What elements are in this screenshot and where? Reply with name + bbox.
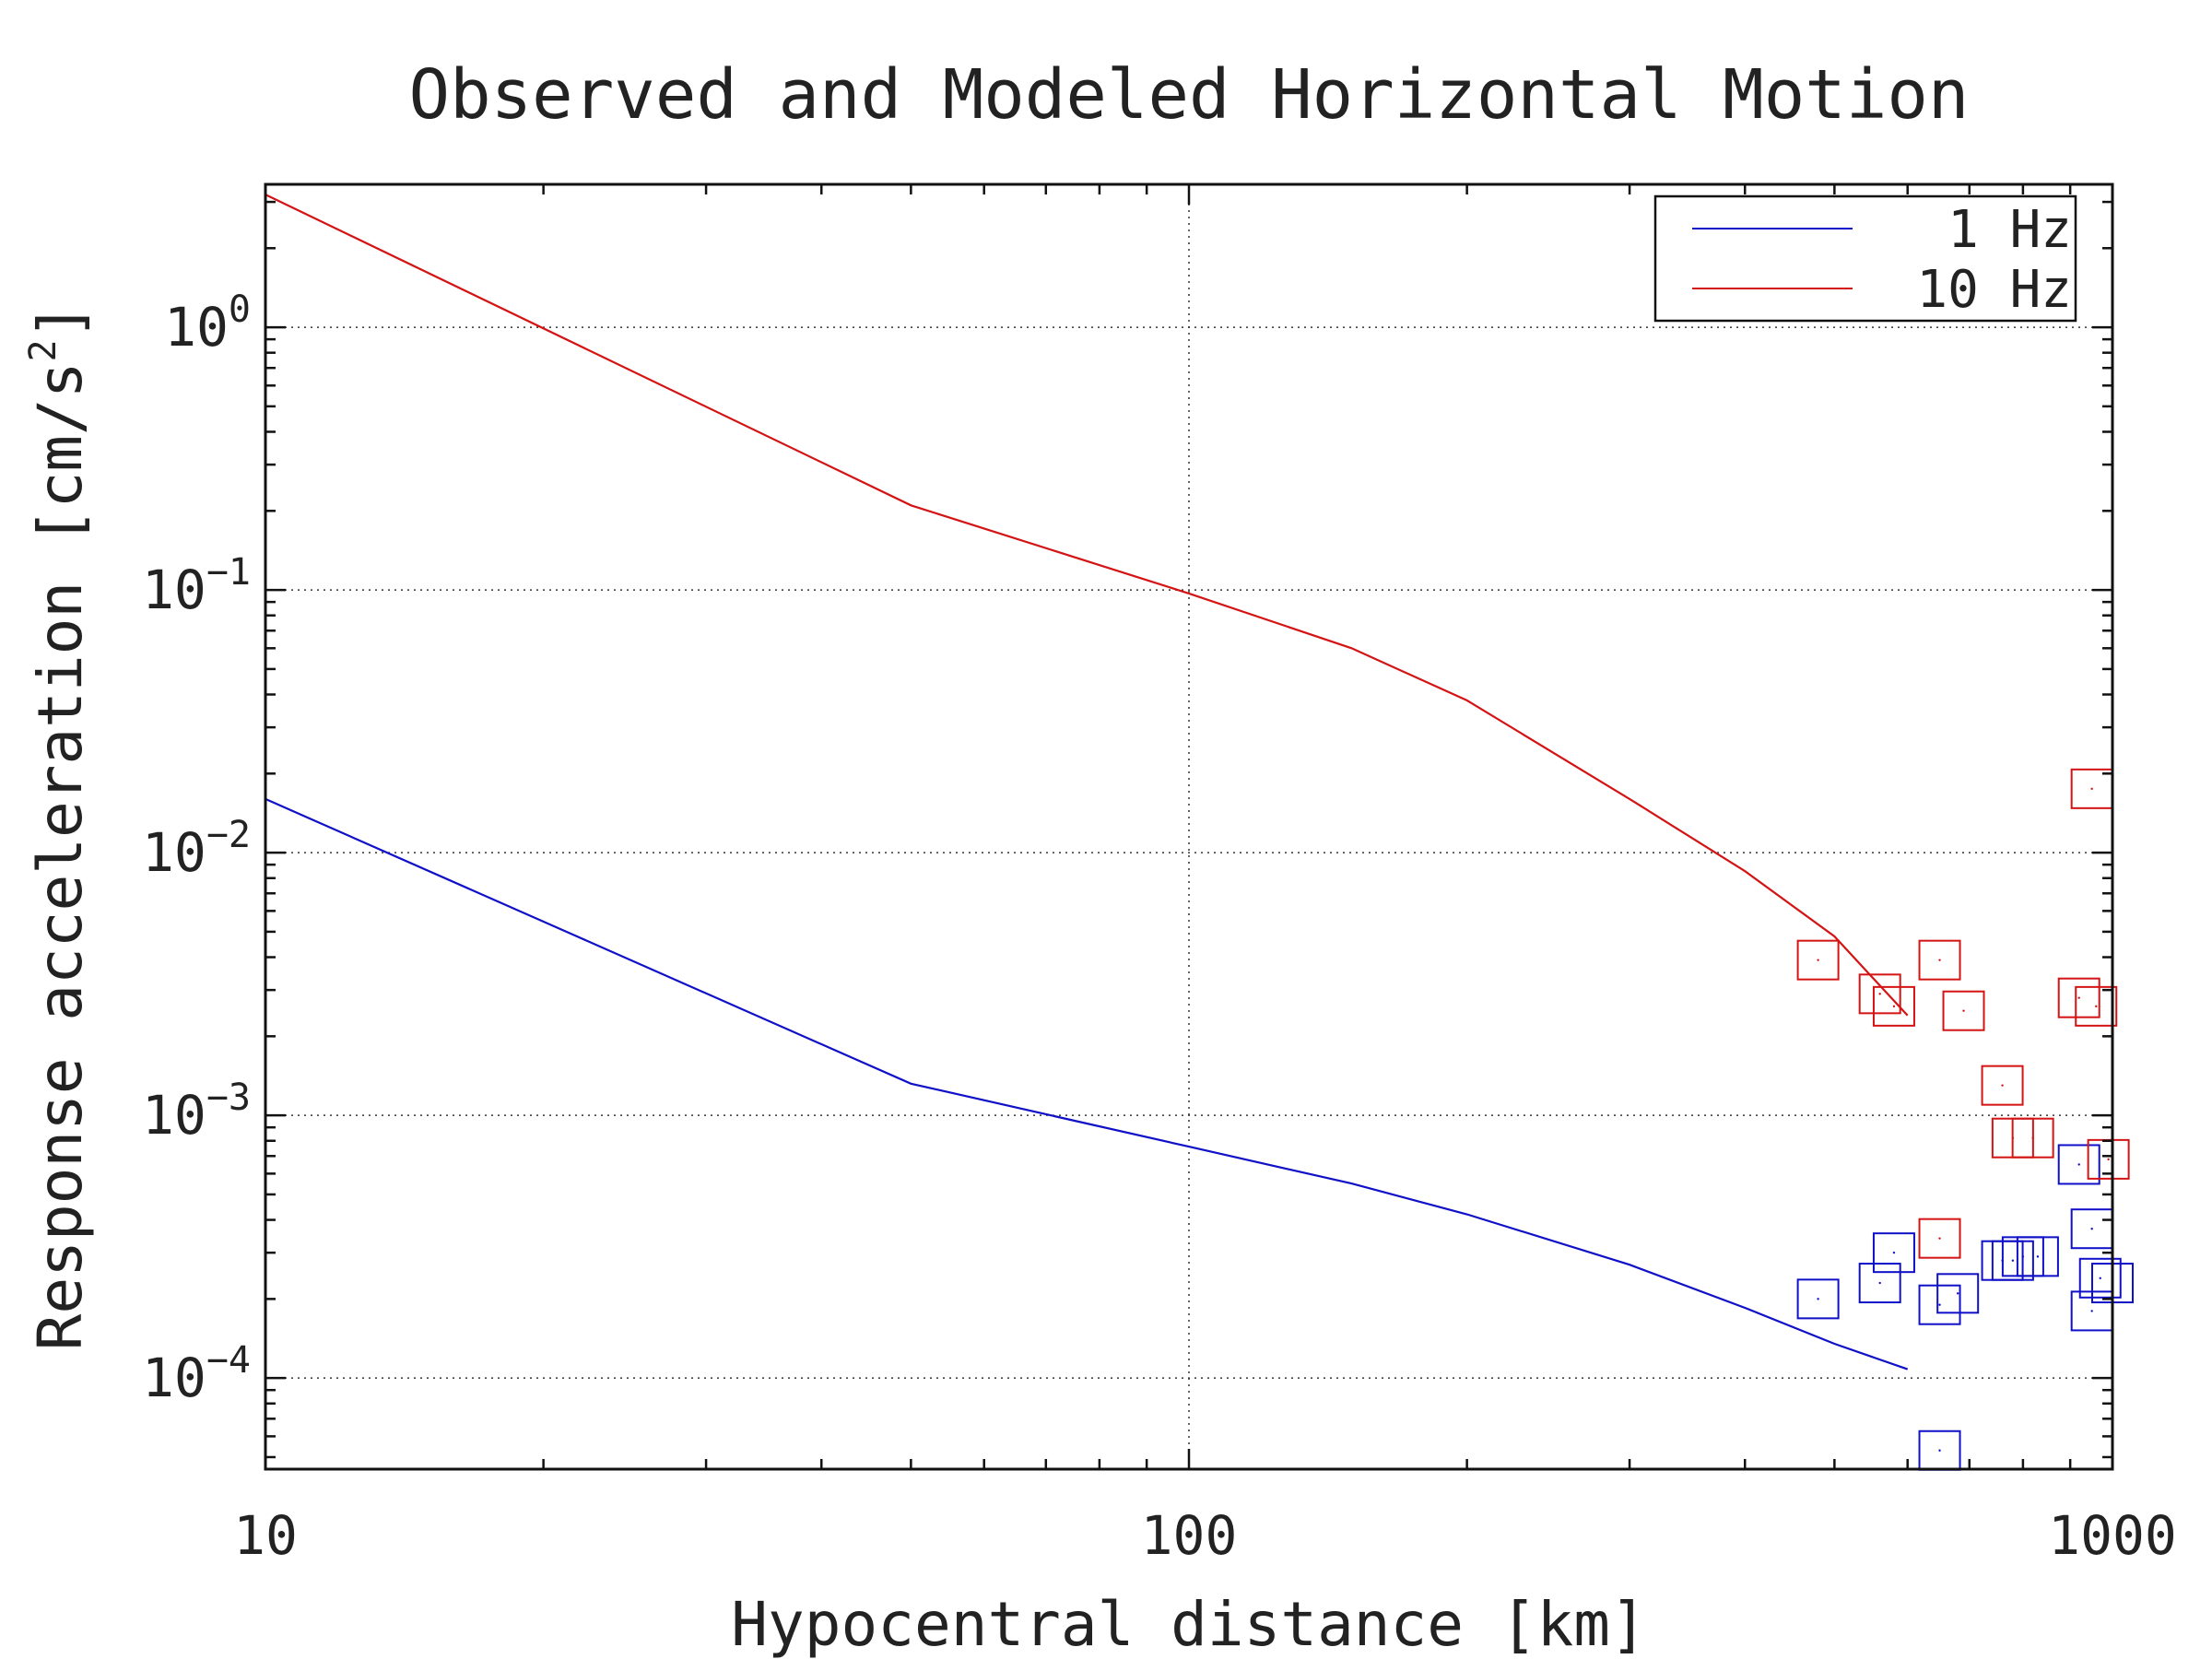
y-axis-label-main: Response acceleration [cm/s [25, 361, 96, 1350]
observed-marker-dot-10hz [2077, 996, 2080, 999]
y-tick-label-base: 10 [142, 559, 206, 621]
observed-marker-dot-1hz [2099, 1277, 2101, 1279]
grid [265, 184, 2112, 1469]
legend: 1 Hz 10 Hz [1653, 194, 2077, 323]
y-tick-label-exponent: −2 [206, 814, 251, 856]
y-tick-label-exponent: −4 [206, 1339, 251, 1382]
y-tick-label-base: 10 [142, 1347, 206, 1409]
observed-marker-dot-1hz [1956, 1292, 1959, 1295]
observed-marker-dot-10hz [2031, 1136, 2034, 1139]
observed-marker-dot-1hz [2090, 1228, 2093, 1230]
y-tick-label: 100 [164, 288, 251, 359]
observed-marker-dot-1hz [1938, 1449, 1941, 1452]
observed-marker-dot-1hz [1817, 1298, 1819, 1300]
observed-marker-1hz [2016, 1236, 2059, 1277]
series-line-1hz [265, 797, 1909, 1371]
observed-marker-dot-10hz [2090, 787, 2093, 791]
observed-marker-dot-10hz [1878, 993, 1881, 995]
y-axis-label-superscript: 2 [22, 339, 65, 361]
observed-marker-dot-1hz [2077, 1163, 2080, 1166]
observed-marker-10hz [1872, 985, 1915, 1027]
observed-marker-dot-10hz [2107, 1158, 2110, 1161]
x-tick-label: 10 [233, 1504, 298, 1567]
y-tick-label: 10−1 [142, 551, 251, 621]
observed-marker-10hz [1858, 973, 1901, 1015]
observed-marker-10hz [1981, 1065, 2024, 1106]
observed-marker-1hz [1991, 1240, 2034, 1281]
observed-marker-dot-10hz [1817, 959, 1819, 961]
observed-marker-dot-1hz [2036, 1255, 2040, 1258]
y-tick-label-exponent: −3 [206, 1077, 251, 1119]
observed-marker-dot-10hz [1892, 1005, 1896, 1008]
y-tick-label-base: 10 [164, 296, 229, 359]
observed-marker-1hz [2057, 1144, 2100, 1185]
observed-marker-dot-1hz [1878, 1281, 1881, 1285]
observed-marker-1hz [1936, 1273, 1980, 1314]
x-tick-label: 1000 [2048, 1504, 2177, 1567]
y-tick-label-exponent: 0 [229, 288, 251, 331]
y-tick-label: 10−3 [142, 1077, 251, 1147]
y-axis-label: Response acceleration [cm/s2] [22, 303, 96, 1351]
observed-marker-1hz [1796, 1278, 1840, 1320]
observed-marker-1hz [1872, 1232, 1915, 1274]
x-tick-labels: 10 100 1000 [233, 1504, 2177, 1567]
y-axis-label-close: ] [25, 303, 96, 340]
observed-marker-10hz [1942, 990, 1985, 1031]
observed-marker-dot-10hz [2095, 1005, 2098, 1008]
observed-marker-dot-1hz [2011, 1259, 2015, 1262]
y-tick-label-base: 10 [142, 1084, 206, 1147]
plot-lines [265, 194, 1909, 1371]
plot-markers [1796, 768, 2134, 1471]
y-tick-label: 10−4 [142, 1339, 251, 1409]
observed-marker-dot-10hz [1962, 1009, 1965, 1012]
legend-box [1653, 194, 2077, 323]
plot-frame [264, 182, 2114, 1471]
observed-marker-10hz [1918, 939, 1961, 981]
observed-marker-10hz [2057, 977, 2100, 1018]
observed-marker-dot-1hz [2021, 1255, 2025, 1258]
observed-marker-dot-1hz [1938, 1303, 1941, 1306]
observed-marker-1hz [1918, 1284, 1961, 1325]
y-tick-label-exponent: −1 [206, 551, 251, 594]
legend-label-1hz: 1 Hz [1947, 200, 2072, 260]
y-tick-label: 10−2 [142, 814, 251, 884]
y-tick-label-base: 10 [142, 821, 206, 884]
series-line-10hz [265, 194, 1909, 1017]
observed-marker-10hz [2011, 1117, 2054, 1159]
legend-label-10hz: 10 Hz [1916, 260, 2072, 320]
x-tick-label: 100 [1141, 1504, 1238, 1567]
observed-marker-dot-1hz [2090, 1310, 2093, 1312]
observed-marker-1hz [2078, 1257, 2122, 1299]
observed-marker-dot-1hz [1892, 1251, 1896, 1254]
observed-marker-10hz [1796, 939, 1840, 981]
observed-marker-dot-10hz [2001, 1084, 2004, 1087]
observed-marker-dot-10hz [1938, 1237, 1941, 1240]
observed-marker-10hz [2075, 985, 2118, 1027]
chart-title: Observed and Modeled Horizontal Motion [409, 55, 1970, 135]
observed-marker-1hz [1858, 1263, 1901, 1304]
x-axis-label: Hypocentral distance [km] [731, 1589, 1646, 1659]
observed-marker-10hz [1918, 1218, 1961, 1259]
axis-ticks [264, 184, 2112, 1469]
observed-marker-dot-10hz [1938, 959, 1941, 961]
